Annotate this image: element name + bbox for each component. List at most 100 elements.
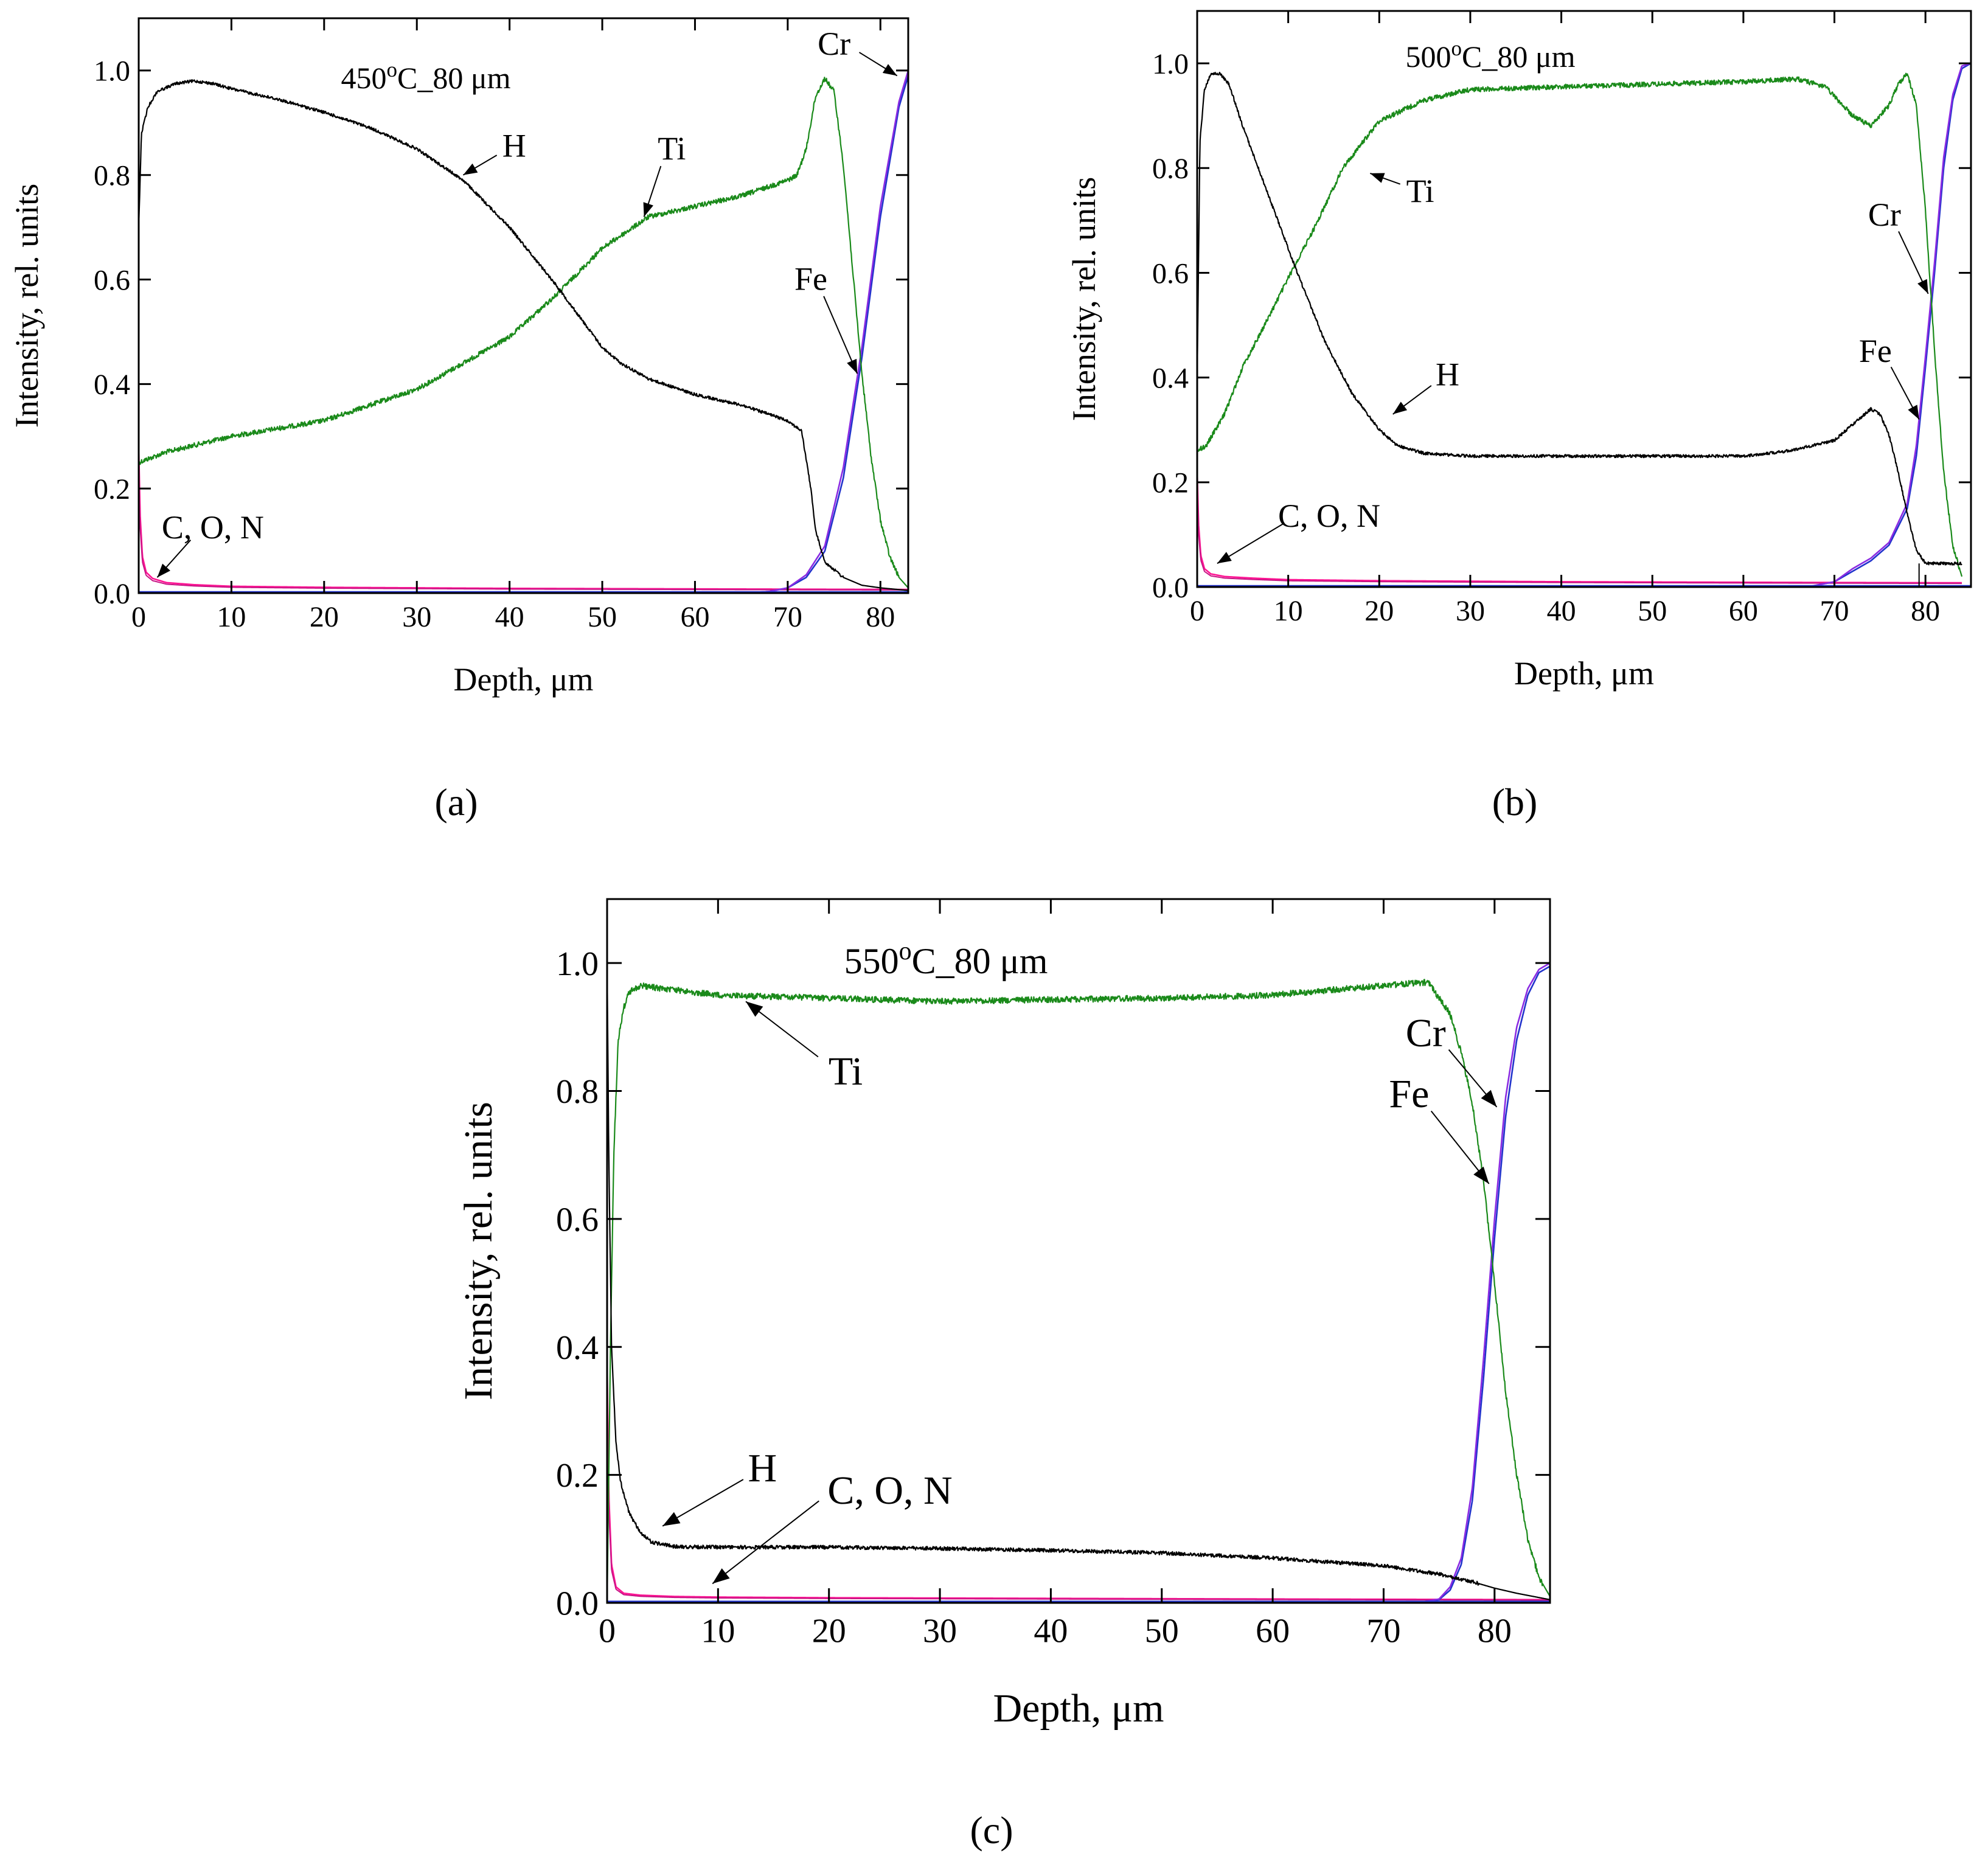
annotation-label: H bbox=[748, 1446, 777, 1490]
y-tick-label: 0.6 bbox=[556, 1201, 599, 1239]
plot-frame bbox=[606, 898, 1551, 1604]
annotation-arrowhead bbox=[1392, 401, 1408, 414]
x-tick-label: 40 bbox=[495, 601, 524, 633]
annotation-label: Cr bbox=[1868, 196, 1901, 233]
annotation-arrowhead bbox=[157, 563, 170, 578]
x-axis-label: Depth, μm bbox=[1514, 655, 1654, 692]
series-line-fe bbox=[1197, 62, 1971, 587]
y-tick-label: 0.6 bbox=[1152, 257, 1189, 290]
plot-frame bbox=[1196, 10, 1972, 588]
x-tick-label: 80 bbox=[866, 601, 895, 633]
panel-label-b: (b) bbox=[1492, 780, 1538, 824]
annotation-label: H bbox=[502, 128, 526, 164]
annotation-label: C, O, N bbox=[827, 1468, 952, 1513]
y-tick-label: 0.2 bbox=[556, 1457, 599, 1495]
chart-title-sup: o bbox=[899, 937, 912, 965]
series-group bbox=[139, 70, 908, 593]
y-tick-label: 1.0 bbox=[556, 945, 599, 983]
x-tick-label: 20 bbox=[812, 1612, 846, 1650]
annotation-arrowhead bbox=[662, 1512, 681, 1526]
y-tick-label: 0.8 bbox=[1152, 153, 1189, 185]
annotation-arrowhead bbox=[1917, 279, 1928, 294]
x-tick-label: 70 bbox=[1366, 1612, 1400, 1650]
x-tick-label: 70 bbox=[773, 601, 802, 633]
chart-title-rest: C_80 μm bbox=[912, 941, 1048, 981]
x-tick-label: 40 bbox=[1547, 595, 1576, 627]
chart-panel-a: 0 10 20 30 40 50 60 70 80 0.0 0.2 0.4 0.6 0.8 1.0 Depth… bbox=[9, 17, 909, 698]
annotation-label: C, O, N bbox=[1278, 498, 1380, 534]
x-tick-label: 50 bbox=[1638, 595, 1667, 627]
annotation-label: Fe bbox=[794, 261, 827, 297]
chart-title: 500oC_80 μm bbox=[1405, 36, 1575, 74]
series-line-ti bbox=[139, 77, 908, 589]
annotation-label: H bbox=[1436, 356, 1459, 393]
x-tick-label: 30 bbox=[402, 601, 431, 633]
x-tick-label: 0 bbox=[1190, 595, 1204, 627]
series-line-ti bbox=[1197, 72, 1963, 577]
chart-panel-c: 0 10 20 30 40 50 60 70 80 0.0 0.2 0.4 0.6 0.8 1.0 Depth… bbox=[456, 898, 1551, 1731]
annotation-label: Fe bbox=[1389, 1072, 1429, 1116]
x-tick-label: 0 bbox=[599, 1612, 616, 1650]
x-tick-label: 70 bbox=[1820, 595, 1849, 627]
y-tick-label: 0.0 bbox=[1152, 572, 1189, 604]
y-tick-label: 0.4 bbox=[1152, 362, 1189, 394]
y-axis-label: Intensity, rel. units bbox=[9, 184, 45, 428]
x-tick-label: 80 bbox=[1478, 1612, 1512, 1650]
annotation-arrowhead bbox=[1908, 405, 1919, 420]
x-axis-label: Depth, μm bbox=[993, 1686, 1164, 1731]
annotation-arrowhead bbox=[1481, 1089, 1497, 1107]
annotation-arrowhead bbox=[712, 1568, 730, 1584]
x-tick-label: 60 bbox=[1256, 1612, 1290, 1650]
annotation-arrowhead bbox=[643, 202, 653, 217]
x-tick-label: 20 bbox=[1364, 595, 1394, 627]
plot-frame bbox=[137, 17, 909, 594]
y-tick-label: 1.0 bbox=[1152, 48, 1189, 80]
panel-label-a: (a) bbox=[434, 780, 478, 824]
annotation-label: Cr bbox=[1406, 1011, 1446, 1055]
x-tick-label: 50 bbox=[1145, 1612, 1179, 1650]
x-tick-label: 0 bbox=[131, 601, 146, 633]
series-line-cr bbox=[139, 70, 908, 593]
chart-panel-b: 0 10 20 30 40 50 60 70 80 0.0 0.2 0.4 0.6 0.8 1.0 Depth… bbox=[1066, 10, 1972, 692]
y-tick-label: 0.2 bbox=[1152, 467, 1189, 499]
series-line-ti bbox=[607, 979, 1550, 1603]
y-tick-label: 0.6 bbox=[94, 264, 130, 296]
chart-title: 550oC_80 μm bbox=[844, 937, 1048, 981]
y-tick-label: 0.8 bbox=[556, 1073, 599, 1111]
x-tick-label: 30 bbox=[923, 1612, 957, 1650]
chart-title-main: 550 bbox=[844, 941, 899, 981]
annotation-label: C, O, N bbox=[162, 509, 264, 546]
series-line-h bbox=[139, 79, 908, 591]
panel-label-c: (c) bbox=[970, 1808, 1013, 1852]
x-tick-label: 60 bbox=[680, 601, 709, 633]
series-group bbox=[607, 962, 1550, 1603]
annotation-label: Ti bbox=[1406, 173, 1434, 209]
y-axis-label: Intensity, rel. units bbox=[1066, 177, 1102, 421]
annotation-arrowhead bbox=[745, 1001, 763, 1017]
series-line-cr bbox=[1197, 62, 1971, 587]
y-tick-label: 0.0 bbox=[94, 578, 130, 610]
x-tick-label: 30 bbox=[1456, 595, 1485, 627]
x-tick-label: 20 bbox=[310, 601, 339, 633]
annotation-label: Ti bbox=[658, 130, 686, 167]
series-line-h bbox=[1197, 71, 1962, 566]
annotation-leader bbox=[712, 1500, 819, 1585]
series-line-h bbox=[607, 964, 1550, 1600]
y-tick-label: 0.2 bbox=[94, 473, 130, 505]
annotation-arrowhead bbox=[1370, 173, 1385, 183]
x-tick-label: 40 bbox=[1034, 1612, 1068, 1650]
x-tick-label: 50 bbox=[588, 601, 617, 633]
x-tick-label: 10 bbox=[217, 601, 246, 633]
y-tick-label: 0.4 bbox=[556, 1329, 599, 1367]
chart-title-main: 450 bbox=[341, 61, 386, 95]
chart-title-rest: C_80 μm bbox=[1462, 40, 1576, 74]
y-tick-label: 1.0 bbox=[94, 55, 130, 88]
chart-title-main: 500 bbox=[1405, 40, 1451, 74]
chart-title-rest: C_80 μm bbox=[397, 61, 511, 95]
annotation-arrowhead bbox=[463, 163, 478, 175]
x-tick-label: 60 bbox=[1729, 595, 1758, 627]
y-tick-label: 0.0 bbox=[556, 1585, 599, 1623]
annotation-leader bbox=[823, 296, 858, 374]
